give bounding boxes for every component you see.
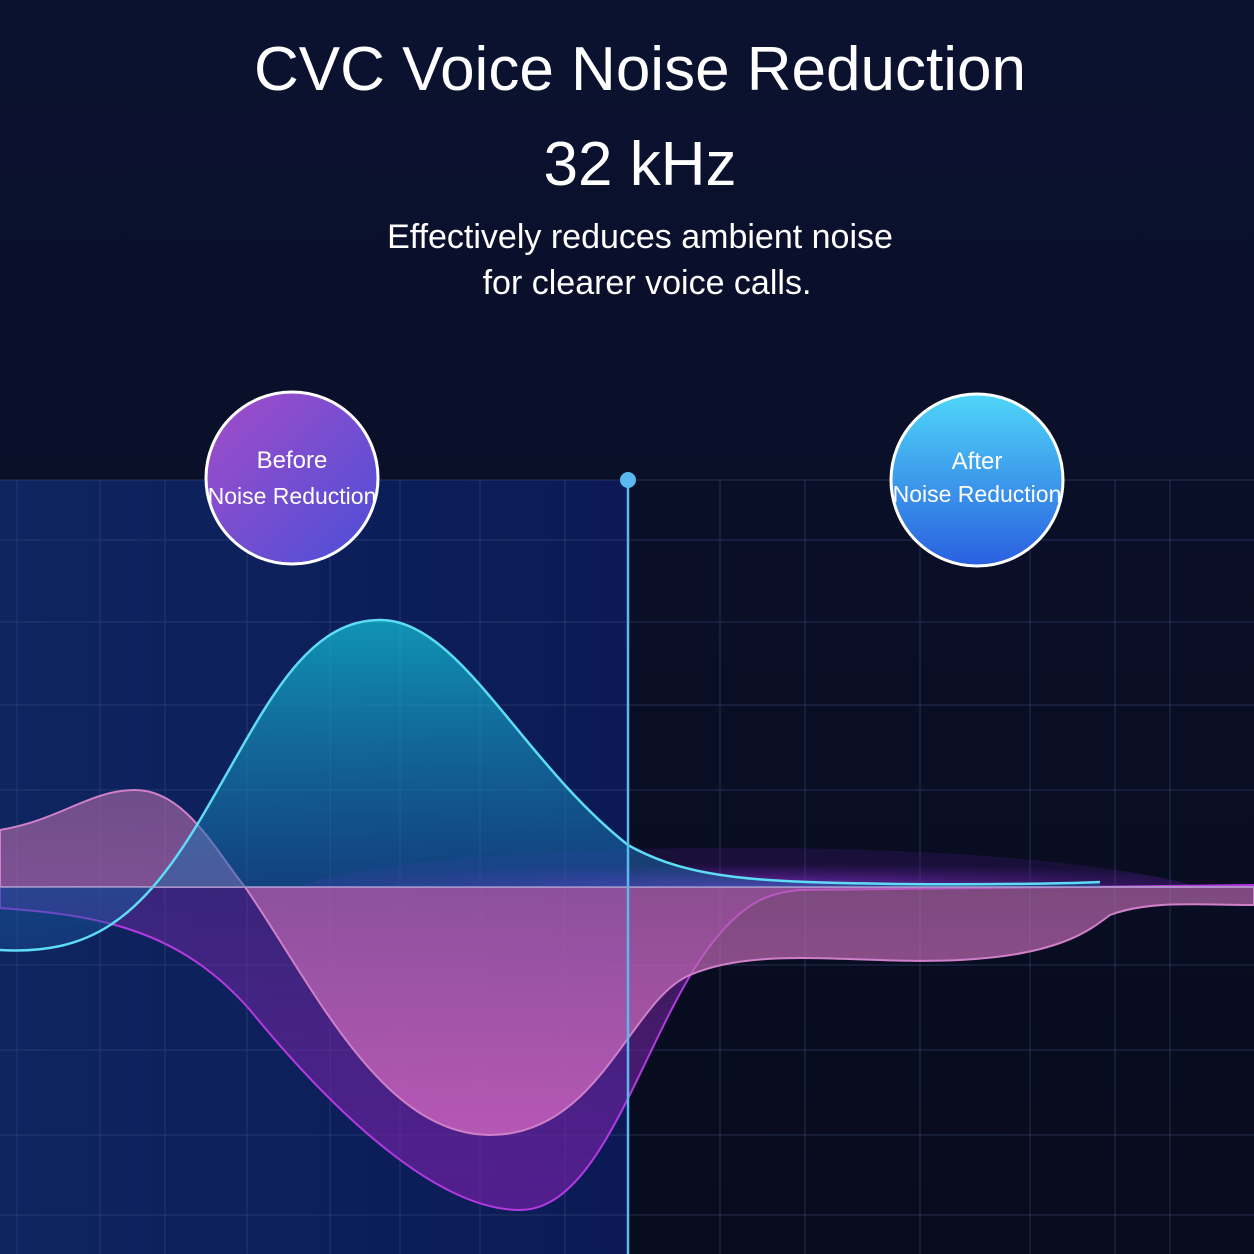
voice-wave-fill — [0, 620, 1100, 951]
divider-dot — [620, 472, 636, 488]
badge-label: After — [952, 448, 1003, 475]
badge-label: Noise Reduction — [208, 483, 377, 509]
badge-label: Before — [257, 447, 328, 474]
badge-label: Noise Reduction — [893, 481, 1062, 507]
after-badge — [889, 392, 1065, 568]
voice-wave — [0, 618, 1101, 952]
description-line: for clearer voice calls. — [483, 264, 812, 302]
before-badge — [204, 390, 380, 566]
title: CVC Voice Noise Reduction — [254, 35, 1026, 104]
subtitle: 32 kHz — [544, 130, 737, 199]
description-line: Effectively reduces ambient noise — [387, 218, 893, 256]
